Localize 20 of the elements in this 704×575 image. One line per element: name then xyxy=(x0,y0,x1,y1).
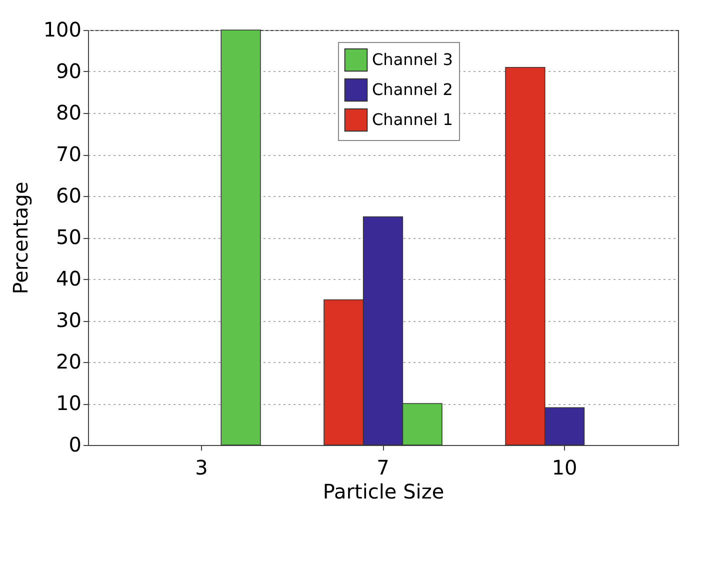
y-tick-label: 70 xyxy=(56,142,82,166)
legend-label: Channel 2 xyxy=(372,80,453,99)
y-tick-label: 40 xyxy=(56,266,82,290)
x-tick-label: 3 xyxy=(195,456,208,480)
y-tick-label: 60 xyxy=(56,184,82,208)
y-axis-title: Percentage xyxy=(8,182,32,294)
y-tick-label: 90 xyxy=(56,59,82,83)
legend-label: Channel 3 xyxy=(372,50,453,69)
x-tick-label: 10 xyxy=(552,456,578,480)
y-tick-label: 50 xyxy=(56,225,82,249)
y-tick-label: 100 xyxy=(43,18,82,42)
y-tick-label: 10 xyxy=(56,391,82,415)
x-axis-title: Particle Size xyxy=(322,480,444,504)
y-tick-label: 80 xyxy=(56,100,82,124)
legend-label: Channel 1 xyxy=(372,110,453,129)
x-tick-label: 7 xyxy=(376,456,390,480)
y-tick-label: 0 xyxy=(68,432,82,456)
y-tick-label: 20 xyxy=(56,350,82,374)
bar xyxy=(220,30,261,446)
y-tick-label: 30 xyxy=(56,308,82,332)
